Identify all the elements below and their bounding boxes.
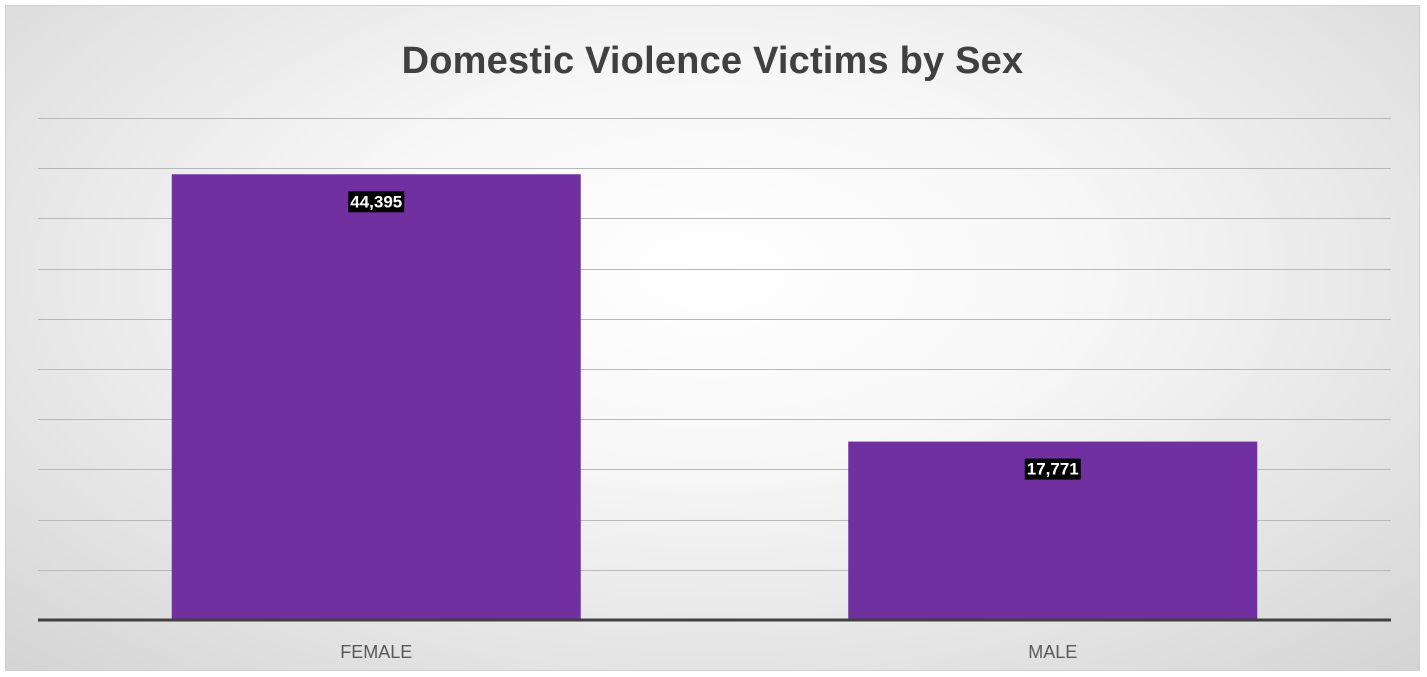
- chart-title: Domestic Violence Victims by Sex: [401, 40, 1024, 82]
- category-label-female: FEMALE: [340, 642, 412, 662]
- chart-plot: 44,395 17,771 FEMALE MALE: [38, 118, 1391, 662]
- bars: [171, 174, 1258, 620]
- bar-female: [171, 174, 581, 620]
- chart-area: Domestic Violence Victims by Sex 44,395 1…: [5, 5, 1420, 671]
- data-label-background: [348, 191, 405, 213]
- data-label-text: 17,771: [1027, 460, 1079, 479]
- data-label-background: [1024, 458, 1081, 480]
- category-labels: FEMALE MALE: [340, 642, 1077, 662]
- data-label-female: 44,395: [348, 191, 405, 213]
- category-label-male: MALE: [1028, 642, 1077, 662]
- data-label-male: 17,771: [1024, 458, 1081, 480]
- data-labels: 44,395 17,771: [348, 191, 1081, 480]
- data-label-text: 44,395: [350, 192, 402, 211]
